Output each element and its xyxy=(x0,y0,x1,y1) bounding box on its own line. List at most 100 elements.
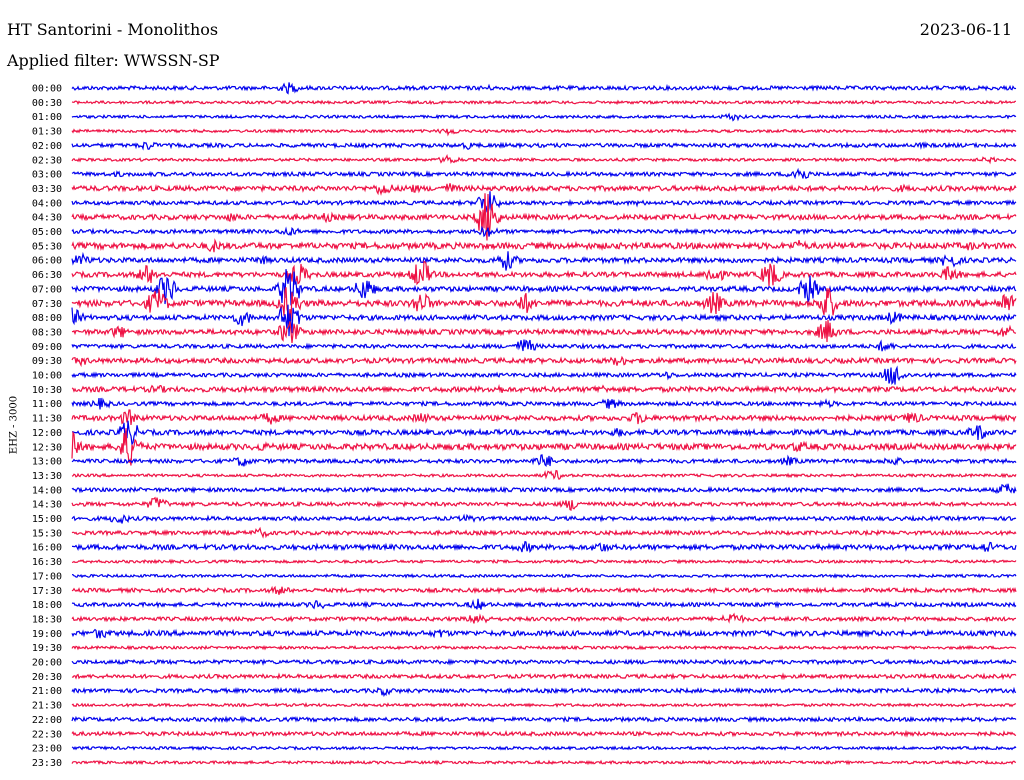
time-label: 14:30 xyxy=(32,500,62,511)
time-label: 21:00 xyxy=(32,686,62,697)
seismic-trace xyxy=(71,496,1017,512)
time-label: 21:30 xyxy=(32,701,62,712)
time-label: 23:30 xyxy=(32,758,62,769)
time-label: 12:00 xyxy=(32,428,62,439)
time-label: 18:30 xyxy=(32,614,62,625)
time-label: 01:00 xyxy=(32,112,62,123)
seismic-trace xyxy=(71,409,1017,425)
filter-label: Applied filter: WWSSN-SP xyxy=(7,51,220,70)
time-label: 07:00 xyxy=(32,284,62,295)
seismic-trace xyxy=(71,383,1017,395)
time-label: 15:00 xyxy=(32,514,62,525)
time-label: 08:30 xyxy=(32,327,62,338)
seismic-trace xyxy=(71,686,1017,698)
seismic-trace xyxy=(71,729,1017,738)
time-label: 06:00 xyxy=(32,256,62,267)
time-label: 04:00 xyxy=(32,198,62,209)
seismic-trace xyxy=(71,513,1017,524)
time-label: 00:30 xyxy=(32,98,62,109)
seismic-trace xyxy=(71,167,1017,180)
seismic-trace xyxy=(71,572,1017,579)
time-label: 14:00 xyxy=(32,485,62,496)
seismic-trace xyxy=(71,193,1017,241)
time-label: 16:00 xyxy=(32,543,62,554)
time-label: 02:30 xyxy=(32,155,62,166)
seismic-trace xyxy=(71,657,1017,666)
time-label: 23:00 xyxy=(32,744,62,755)
time-label: 16:30 xyxy=(32,557,62,568)
time-label: 03:30 xyxy=(32,184,62,195)
seismic-trace xyxy=(71,225,1017,238)
time-label: 22:00 xyxy=(32,715,62,726)
seismic-trace xyxy=(71,99,1016,106)
time-label: 05:00 xyxy=(32,227,62,238)
time-label: 02:00 xyxy=(32,141,62,152)
station-title: HT Santorini - Monolithos xyxy=(7,20,219,39)
time-label: 03:00 xyxy=(32,170,62,181)
seismic-trace xyxy=(71,260,1017,287)
seismic-trace xyxy=(71,365,1017,386)
seismic-trace xyxy=(71,715,1017,724)
seismic-trace xyxy=(71,153,1017,165)
seismic-trace xyxy=(71,420,1017,447)
time-label: 01:30 xyxy=(32,127,62,138)
seismic-trace xyxy=(71,483,1017,495)
seismic-trace xyxy=(71,355,1017,368)
time-label: 13:00 xyxy=(32,457,62,468)
seismic-trace xyxy=(71,319,1017,343)
seismic-trace xyxy=(71,269,1017,306)
time-label: 04:30 xyxy=(32,213,62,224)
record-date: 2023-06-11 xyxy=(919,20,1012,39)
time-label: 15:30 xyxy=(32,528,62,539)
time-label: 17:30 xyxy=(32,586,62,597)
time-label: 20:00 xyxy=(32,658,62,669)
seismic-trace xyxy=(71,585,1017,595)
seismic-trace xyxy=(71,304,1017,337)
time-label: 08:00 xyxy=(32,313,62,324)
seismic-trace xyxy=(72,540,1017,554)
seismic-trace xyxy=(71,469,1017,481)
seismic-trace xyxy=(71,183,1017,196)
time-label: 18:00 xyxy=(32,600,62,611)
time-label: 11:00 xyxy=(32,399,62,410)
time-label: 10:00 xyxy=(32,371,62,382)
seismic-trace xyxy=(71,397,1017,410)
time-label: 13:30 xyxy=(32,471,62,482)
time-label: 00:00 xyxy=(32,84,62,95)
seismic-trace xyxy=(71,251,1017,271)
time-label: 05:30 xyxy=(32,241,62,252)
seismic-trace xyxy=(71,191,1017,216)
seismic-trace xyxy=(71,428,1017,466)
time-label: 09:30 xyxy=(32,356,62,367)
seismic-trace xyxy=(71,558,1017,565)
seismic-trace xyxy=(71,339,1017,352)
time-label: 09:00 xyxy=(32,342,62,353)
time-label: 06:30 xyxy=(32,270,62,281)
seismic-trace xyxy=(71,140,1017,151)
time-label: 17:00 xyxy=(32,571,62,582)
time-label: 10:30 xyxy=(32,385,62,396)
seismic-trace xyxy=(71,128,1017,137)
time-label: 20:30 xyxy=(32,672,62,683)
seismic-trace xyxy=(71,644,1017,651)
time-label: 11:30 xyxy=(32,414,62,425)
seismic-trace xyxy=(71,598,1017,610)
seismic-trace xyxy=(71,628,1017,639)
time-label: 12:30 xyxy=(32,442,62,453)
seismic-trace xyxy=(71,112,1017,122)
time-label: 07:30 xyxy=(32,299,62,310)
seismic-trace xyxy=(71,672,1017,681)
seismic-trace xyxy=(71,287,1017,322)
time-label: 22:30 xyxy=(32,729,62,740)
seismic-trace xyxy=(71,454,1017,467)
seismic-trace xyxy=(71,82,1017,95)
seismic-trace xyxy=(71,745,1017,751)
seismic-trace xyxy=(71,759,1017,766)
seismic-trace xyxy=(71,526,1017,539)
time-label: 19:30 xyxy=(32,643,62,654)
time-label: 19:00 xyxy=(32,629,62,640)
seismic-trace xyxy=(71,702,1017,708)
seismic-trace xyxy=(71,612,1017,624)
seismic-trace xyxy=(71,238,1017,253)
